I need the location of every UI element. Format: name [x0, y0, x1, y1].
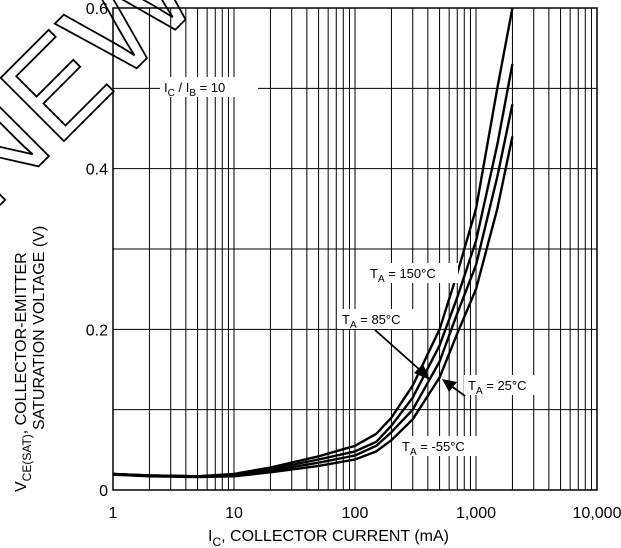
x-tick-label: 1 [109, 505, 118, 522]
x-axis-title: IC, COLLECTOR CURRENT (mA) [208, 528, 449, 548]
series-label-bg [338, 309, 422, 329]
watermark-text: NEW DESIGNS [0, 0, 621, 235]
arrow-85c-head [414, 364, 430, 380]
tick-labels: 1 10 100 1,000 10,000 0 0.2 0.4 0.6 [86, 1, 621, 522]
condition-label-bg [160, 77, 258, 97]
series-label-bg [464, 375, 548, 395]
plot-curves [112, 7, 514, 479]
series-label-150c: TA = 150°C [370, 266, 436, 285]
y-axis-title: VCE(SAT), COLLECTOR-EMITTER SATURATION V… [13, 226, 48, 492]
y-tick-label: 0.2 [86, 322, 108, 339]
plot-frame [112, 7, 598, 491]
series-line [112, 136, 514, 479]
arrow-85c-line [374, 329, 421, 371]
series-label-85c: TA = 85°C [342, 312, 401, 331]
arrow-25c-head [442, 379, 457, 392]
watermark: NEW DESIGNS [0, 0, 621, 236]
series-label-bg [366, 263, 458, 283]
x-tick-label: 10 [225, 505, 243, 522]
series-label-25c: TA = 25°C [468, 378, 527, 397]
condition-label: IC / IB = 10 [164, 80, 225, 99]
x-tick-label: 10,000 [573, 505, 621, 522]
y-axis-title-line2: SATURATION VOLTAGE (V) [31, 226, 48, 430]
series-label-minus55c: TA = -55°C [402, 439, 465, 458]
y-tick-label: 0.4 [86, 162, 108, 179]
y-tick-label: 0 [99, 483, 108, 500]
series-label-bg [398, 436, 488, 456]
x-tick-label: 100 [342, 505, 369, 522]
y-axis-title-line1: VCE(SAT), COLLECTOR-EMITTER [13, 252, 34, 492]
x-tick-label: 1,000 [456, 505, 496, 522]
y-tick-label: 0.6 [86, 1, 108, 18]
